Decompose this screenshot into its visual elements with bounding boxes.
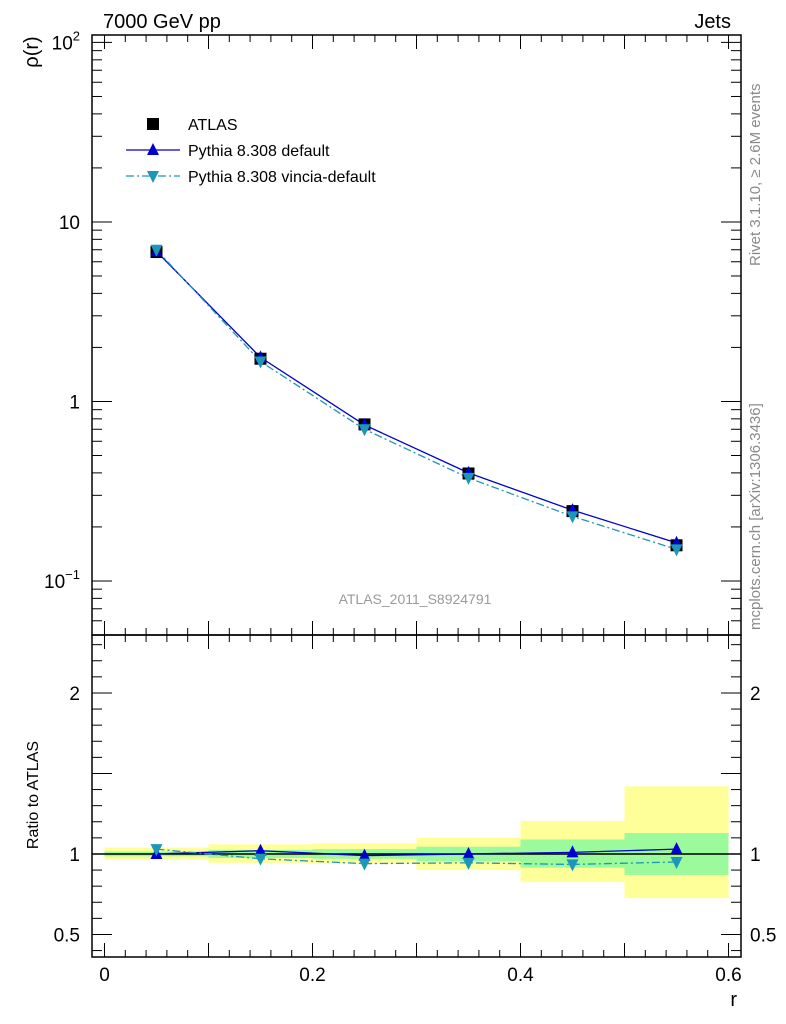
x-axis-label: r	[730, 989, 737, 1011]
ratio-series-line-1	[156, 848, 677, 866]
main-point-2	[254, 356, 267, 369]
ratio-y-tick-label: 2	[69, 684, 80, 705]
x-tick-label: 0.2	[299, 965, 325, 986]
legend-label-2: Pythia 8.308 vincia-default	[188, 169, 376, 186]
analysis-watermark: ATLAS_2011_S8924791	[339, 591, 492, 607]
ratio-point-1	[254, 853, 267, 866]
ratio-point-1	[358, 858, 371, 871]
ratio-point-0	[462, 846, 475, 859]
header-right-label: Jets	[694, 11, 731, 33]
main-y-tick-label: 10−1	[44, 567, 80, 593]
main-y-axis-label: ρ(r)	[21, 36, 43, 67]
ratio-y-tick-label-right: 0.5	[750, 925, 776, 946]
ratio-y-tick-label-right: 2	[750, 684, 761, 705]
main-y-tick-label: 1	[69, 392, 80, 413]
legend-marker-0	[147, 118, 159, 130]
legend-label-1: Pythia 8.308 default	[188, 143, 330, 160]
data-series	[150, 244, 683, 872]
ratio-series-line-0	[156, 848, 677, 857]
ratio-point-0	[670, 842, 683, 855]
x-tick-label: 0.6	[715, 965, 741, 986]
side-info-top: Rivet 3.1.10, ≥ 2.6M events	[747, 84, 764, 267]
ratio-point-1	[566, 859, 579, 872]
main-series-line-2	[156, 249, 677, 550]
ratio-point-0	[566, 845, 579, 858]
ratio-point-1	[670, 857, 683, 870]
main-series-line-1	[156, 250, 677, 544]
ratio-plot-frame	[91, 634, 742, 958]
main-point-2	[462, 472, 475, 485]
main-point-2	[566, 511, 579, 524]
main-point-2	[358, 424, 371, 437]
ratio-point-1	[462, 857, 475, 870]
ratio-point-0	[254, 843, 267, 856]
main-point-2	[670, 544, 683, 557]
legend-label-0: ATLAS	[188, 117, 238, 134]
ratio-y-tick-label: 1	[69, 845, 80, 866]
tick-labels: 0 0.2 0.4 0.6 102 10 1 10−1 2 2 1 1 0.5 0.5	[44, 28, 776, 986]
legend-marker-2	[147, 171, 159, 183]
ratio-uncertainty-bands	[92, 786, 741, 899]
legend: ATLAS Pythia 8.308 default Pythia 8.308 vi…	[126, 117, 376, 186]
x-tick-label: 0	[99, 965, 110, 986]
ratio-point-1	[150, 844, 163, 857]
header-left-label: 7000 GeV pp	[103, 11, 221, 33]
ratio-y-axis-label: Ratio to ATLAS	[25, 741, 42, 849]
side-info-bottom: mcplots.cern.ch [arXiv:1306.3436]	[747, 403, 764, 630]
main-y-tick-label: 10	[59, 213, 80, 234]
x-tick-label: 0.4	[507, 965, 534, 986]
legend-marker-1	[147, 143, 159, 155]
ratio-y-tick-label-right: 1	[750, 845, 761, 866]
ratio-y-tick-label: 0.5	[54, 925, 80, 946]
main-y-tick-label: 102	[52, 28, 80, 54]
main-point-2	[150, 244, 163, 257]
ratio-point-0	[358, 848, 371, 861]
